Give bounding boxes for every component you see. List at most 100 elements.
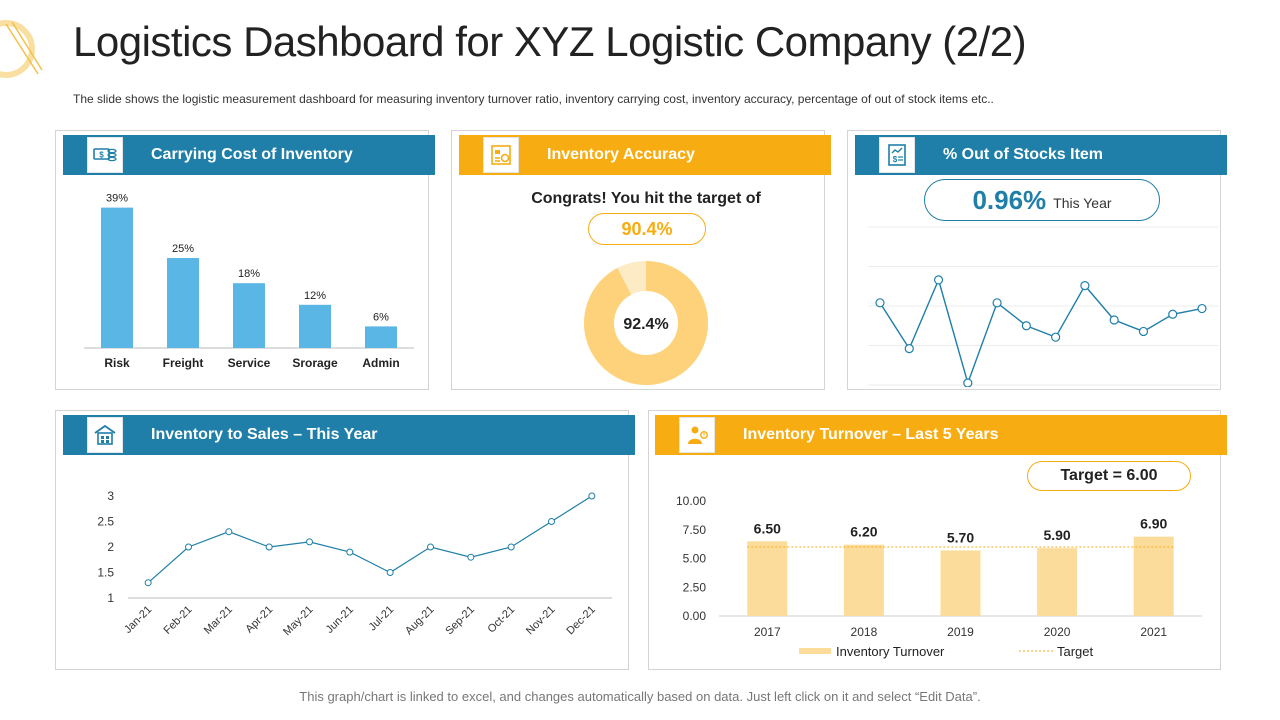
bar-data-label: 5.70: [947, 529, 974, 545]
data-point: [933, 275, 944, 285]
dollar-document-icon: $: [879, 137, 915, 173]
y-tick-label: 2: [107, 540, 114, 554]
inventory-accuracy-header: Inventory Accuracy: [459, 135, 831, 175]
x-tick-label: Jan-21: [122, 604, 154, 636]
data-point: [1080, 281, 1090, 291]
x-tick-label: Freight: [163, 356, 204, 370]
y-tick-label: 5.00: [683, 552, 707, 566]
inventory-to-sales-header: Inventory to Sales – This Year: [63, 415, 635, 455]
data-point: [1021, 321, 1031, 331]
data-point: [992, 298, 1002, 308]
y-tick-label: 0.00: [683, 609, 707, 623]
legend-swatch-turnover: [799, 648, 831, 654]
donut-slice-achieved: [584, 261, 708, 385]
data-point: [875, 298, 885, 308]
x-tick-label: May-21: [281, 604, 315, 638]
bar-2020: [1037, 548, 1078, 616]
x-tick-label: 2020: [1044, 625, 1071, 639]
out-of-stock-period: This Year: [1053, 195, 1112, 211]
data-point: [963, 378, 973, 387]
data-point: [467, 553, 475, 561]
inventory-turnover-header: Inventory Turnover – Last 5 Years: [655, 415, 1227, 455]
svg-text:$: $: [99, 151, 104, 160]
accuracy-message: Congrats! You hit the target of: [531, 190, 761, 207]
x-tick-label: Jul-21: [367, 604, 397, 634]
footer-note: This graph/chart is linked to excel, and…: [299, 689, 981, 704]
bar-data-label: 12%: [304, 290, 326, 302]
x-tick-label: Admin: [362, 356, 399, 370]
money-stack-icon: $: [87, 137, 123, 173]
out-of-stock-value-pill: 0.96% This Year: [924, 179, 1160, 221]
bar-srorage: [299, 304, 331, 348]
inventory-to-sales-chart: 1 1.5 2 2.5 3 Jan-21 Feb-21 Mar-21 Apr-21 May-21 J…: [97, 489, 612, 638]
x-tick-label: Dec-21: [564, 604, 598, 638]
x-tick-label: Jun-21: [324, 604, 356, 636]
series-line: [147, 495, 593, 584]
bar-admin: [365, 326, 397, 348]
out-of-stock-header: $ % Out of Stocks Item: [855, 135, 1227, 175]
x-tick-label: Aug-21: [403, 604, 437, 638]
y-tick-label: 10.00: [676, 494, 706, 508]
x-tick-label: Sep-21: [443, 604, 477, 638]
bar-service: [233, 283, 265, 348]
data-point: [144, 579, 152, 587]
out-of-stock-chart: [868, 226, 1218, 387]
bar-data-label: 6.20: [850, 524, 877, 540]
bar-2017: [747, 541, 788, 616]
inventory-to-sales-title: Inventory to Sales – This Year: [151, 426, 378, 443]
data-point: [1168, 309, 1178, 319]
accuracy-target-pill: 90.4%: [588, 213, 706, 245]
data-point: [507, 543, 515, 551]
bar-data-label: 18%: [238, 268, 260, 280]
y-tick-label: 1: [107, 591, 114, 605]
bar-data-label: 39%: [106, 193, 128, 205]
y-tick-label: 3: [107, 489, 114, 503]
x-tick-label: Oct-21: [485, 604, 517, 636]
bar-data-label: 6.90: [1140, 516, 1167, 532]
bar-data-label: 25%: [172, 243, 194, 255]
x-tick-label: Mar-21: [202, 604, 235, 637]
x-tick-label: Risk: [104, 356, 130, 370]
worker-icon: [679, 417, 715, 453]
data-point: [548, 518, 555, 525]
page-title: Logistics Dashboard for XYZ Logistic Com…: [73, 18, 1027, 65]
x-tick-label: 2018: [851, 625, 878, 639]
y-tick-label: 1.5: [97, 566, 114, 580]
bar-2019: [940, 550, 981, 616]
page-subtitle: The slide shows the logistic measurement…: [73, 92, 994, 106]
bar-2021: [1133, 536, 1174, 616]
data-point: [1138, 326, 1149, 337]
carrying-cost-header: $ Carrying Cost of Inventory: [63, 135, 435, 175]
data-point: [386, 569, 394, 576]
svg-text:$: $: [893, 155, 898, 164]
warehouse-icon: [87, 417, 123, 453]
bar-2018: [843, 544, 884, 616]
bar-risk: [101, 207, 133, 348]
bar-data-label: 5.90: [1043, 527, 1070, 543]
data-point: [1109, 315, 1119, 325]
y-tick-label: 2.5: [97, 515, 114, 529]
x-tick-label: Service: [228, 356, 271, 370]
donut-slice-remaining: [617, 261, 646, 295]
calculator-chart-icon: [483, 137, 519, 173]
data-point: [346, 548, 354, 556]
donut-center-label: 92.4%: [623, 316, 668, 333]
data-point: [185, 543, 192, 551]
out-of-stock-title: % Out of Stocks Item: [943, 146, 1104, 163]
inventory-turnover-title: Inventory Turnover – Last 5 Years: [743, 426, 999, 443]
data-point: [306, 538, 313, 546]
legend-label-turnover: Inventory Turnover: [836, 644, 945, 659]
data-point: [1197, 303, 1207, 314]
x-tick-label: Apr-21: [243, 604, 275, 636]
data-point: [225, 528, 233, 536]
x-tick-label: 2017: [754, 625, 781, 639]
inventory-accuracy-donut: 92.4%: [584, 261, 708, 385]
carrying-cost-chart: 39% Risk 25% Freight 18% Service 12% Srorage 6% A…: [84, 193, 414, 370]
bar-data-label: 6.50: [754, 520, 781, 536]
x-tick-label: 2021: [1140, 625, 1167, 639]
carrying-cost-title: Carrying Cost of Inventory: [151, 146, 353, 163]
turnover-target-pill: Target = 6.00: [1027, 461, 1191, 491]
bar-data-label: 6%: [373, 311, 389, 323]
data-point: [265, 543, 273, 551]
data-point: [427, 543, 434, 551]
